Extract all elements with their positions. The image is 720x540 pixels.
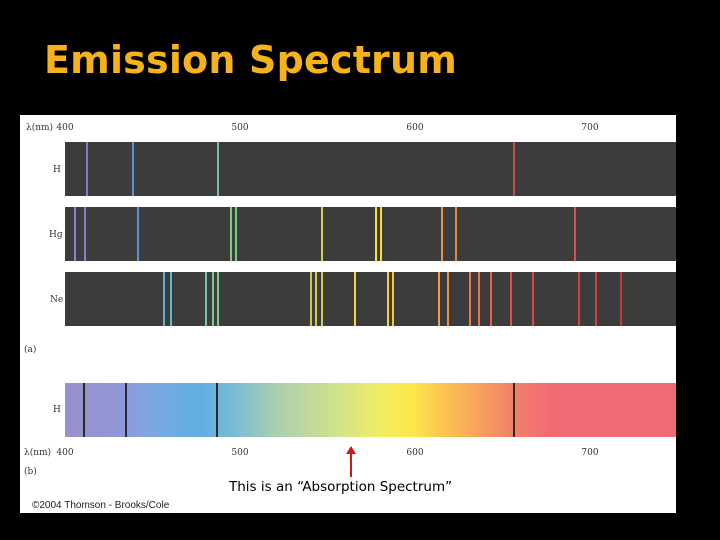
absorption-spectrum-bar	[65, 383, 676, 437]
emission-panel-ne	[65, 272, 676, 326]
emission-line	[392, 272, 395, 326]
emission-line	[595, 272, 598, 326]
emission-line	[469, 272, 472, 326]
emission-line	[212, 272, 214, 326]
emission-line	[131, 142, 134, 196]
absorption-row-label-h: H	[53, 405, 61, 415]
emission-line	[478, 272, 480, 326]
row-label-hg: Hg	[49, 230, 63, 240]
emission-line	[380, 207, 382, 261]
bottom-tick-500: 500	[231, 448, 249, 458]
absorption-line	[124, 383, 127, 437]
emission-line	[136, 207, 139, 261]
emission-line	[234, 207, 237, 261]
emission-line	[353, 272, 356, 326]
emission-line	[490, 272, 493, 326]
top-tick-500: 500	[231, 123, 249, 133]
emission-line	[574, 207, 577, 261]
bottom-axis-label: λ(nm)	[24, 448, 52, 458]
emission-line	[577, 272, 580, 326]
absorption-line	[82, 383, 85, 437]
spectrum-figure: λ(nm) 400 500 600 700 H Hg Ne (a) H λ(nm…	[20, 115, 676, 513]
emission-line	[217, 272, 220, 326]
row-label-h: H	[53, 165, 61, 175]
emission-line	[441, 207, 444, 261]
emission-line	[513, 142, 515, 196]
slide-title: Emission Spectrum	[44, 38, 458, 82]
emission-line	[320, 207, 323, 261]
emission-line	[532, 272, 535, 326]
emission-line	[86, 142, 88, 196]
emission-line	[310, 272, 312, 326]
emission-line	[437, 272, 440, 326]
top-tick-600: 600	[406, 123, 424, 133]
arrow-up-icon	[346, 446, 356, 477]
emission-panel-hg	[65, 207, 676, 261]
emission-line	[84, 207, 87, 261]
emission-line	[320, 272, 323, 326]
emission-line	[163, 272, 165, 326]
emission-line	[619, 272, 622, 326]
top-axis-label: λ(nm)	[26, 123, 54, 133]
emission-line	[229, 207, 232, 261]
emission-line	[387, 272, 389, 326]
panel-b-label: (b)	[24, 467, 37, 477]
top-tick-400: 400	[56, 123, 74, 133]
emission-line	[315, 272, 318, 326]
emission-line	[217, 142, 220, 196]
emission-line	[446, 272, 449, 326]
absorption-line	[215, 383, 218, 437]
emission-line	[170, 272, 172, 326]
emission-line	[374, 207, 377, 261]
absorption-caption: This is an “Absorption Spectrum”	[229, 479, 453, 495]
emission-line	[509, 272, 512, 326]
row-label-ne: Ne	[50, 295, 64, 305]
emission-line	[455, 207, 458, 261]
bottom-tick-400: 400	[56, 448, 74, 458]
top-tick-700: 700	[581, 123, 599, 133]
copyright-text: ©2004 Thomson - Brooks/Cole	[32, 500, 170, 511]
emission-panel-h	[65, 142, 676, 196]
bottom-tick-700: 700	[581, 448, 599, 458]
absorption-line	[513, 383, 515, 437]
emission-line	[205, 272, 207, 326]
emission-line	[73, 207, 76, 261]
panel-a-label: (a)	[24, 345, 37, 355]
bottom-tick-600: 600	[406, 448, 424, 458]
